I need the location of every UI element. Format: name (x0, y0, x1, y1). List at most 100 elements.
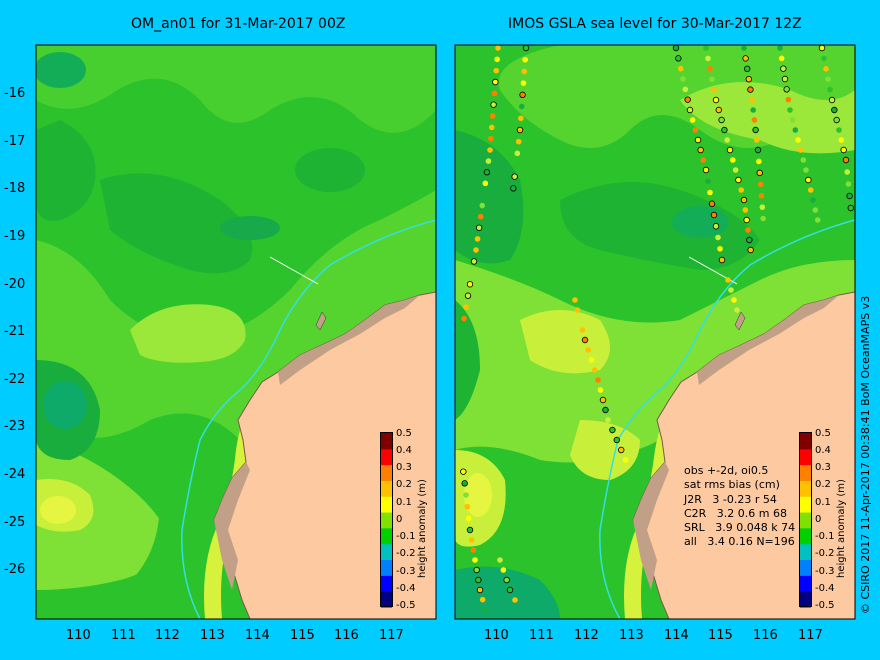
shelf-edge-line (599, 219, 855, 619)
observation-marker (470, 547, 477, 553)
observation-marker (758, 192, 765, 199)
stats-line: all 3.4 0.16 N=196 (684, 535, 795, 549)
observation-marker (700, 157, 707, 163)
anomaly-contour (570, 420, 640, 480)
observation-marker (747, 86, 754, 93)
observation-marker (479, 596, 486, 603)
observation-marker (480, 191, 487, 198)
colorbar-swatch (381, 512, 392, 529)
colorbar-tick-label: -0.2 (396, 548, 416, 559)
right-map-title: IMOS GSLA sea level for 30-Mar-2017 12Z (508, 16, 802, 32)
observation-marker (682, 86, 689, 93)
observation-marker (778, 55, 785, 62)
observation-marker (513, 162, 519, 168)
observation-marker (460, 468, 467, 475)
transect-line (269, 256, 319, 285)
observation-marker (506, 586, 514, 594)
observation-marker (756, 158, 762, 165)
colorbar-tick-label: -0.5 (815, 600, 835, 611)
lat-tick-label: -20 (4, 277, 26, 292)
colorbar-swatch (381, 433, 392, 450)
observation-marker (840, 146, 847, 154)
colorbar-swatch (800, 480, 811, 497)
anomaly-contour (36, 120, 96, 221)
observation-marker (684, 96, 691, 103)
colorbar-tick-label: -0.3 (815, 566, 835, 577)
observation-marker (522, 56, 528, 63)
colorbar-tick-label: -0.5 (396, 600, 416, 611)
observation-marker (789, 117, 796, 123)
observation-marker (807, 187, 814, 193)
observation-marker (823, 66, 829, 72)
observation-marker (750, 107, 756, 113)
observation-marker (476, 586, 484, 594)
lon-tick-label: 115 (708, 628, 733, 643)
observation-marker (461, 315, 467, 322)
observation-marker (707, 66, 713, 72)
observation-marker (757, 181, 764, 188)
observation-marker (833, 116, 840, 124)
observation-marker (715, 106, 722, 114)
observation-marker (520, 80, 527, 86)
observation-marker (672, 45, 680, 52)
observation-marker (493, 67, 500, 74)
colorbar-tick-label: -0.3 (396, 566, 416, 577)
observation-marker (680, 76, 686, 82)
colorbar-swatch (800, 559, 811, 576)
observation-marker (821, 55, 827, 62)
observation-marker (792, 127, 799, 133)
lat-tick-label: -25 (4, 515, 26, 530)
stats-line: J2R 3 -0.23 r 54 (684, 492, 777, 506)
anomaly-contour (40, 496, 76, 524)
observation-marker (795, 137, 801, 143)
observation-marker (828, 96, 836, 104)
observation-marker (597, 387, 604, 393)
anomaly-contour (220, 216, 280, 240)
stats-line: SRL 3.9 0.048 k 74 (684, 521, 796, 535)
colorbar-tick-label: 0.5 (396, 428, 412, 439)
observation-marker (461, 480, 468, 487)
observation-marker (574, 307, 581, 313)
anomaly-contour (36, 52, 86, 88)
observation-marker (702, 166, 710, 174)
lat-tick-label: -24 (4, 467, 26, 482)
observation-marker (512, 597, 518, 603)
observation-marker (847, 204, 854, 212)
observation-marker (759, 204, 766, 210)
observation-marker (473, 247, 479, 253)
observation-marker (572, 297, 578, 303)
observation-marker (838, 137, 845, 143)
observation-marker (842, 156, 850, 164)
observation-marker (844, 169, 850, 175)
observation-marker (745, 75, 752, 83)
colorbar-swatch (800, 433, 811, 450)
observation-marker (516, 126, 524, 134)
satellite-observation-markers (459, 45, 854, 613)
observation-marker (692, 127, 699, 133)
colorbar-swatch (800, 591, 811, 608)
coastline-shelf (633, 462, 669, 590)
observation-marker (741, 45, 747, 51)
observation-marker (479, 202, 486, 209)
left-colorbar-title: height anomaly (m) (417, 479, 428, 578)
observation-marker (464, 503, 471, 510)
observation-marker (602, 406, 609, 414)
anomaly-contour (455, 130, 524, 264)
observation-marker (510, 185, 517, 192)
observation-marker (675, 55, 682, 62)
observation-marker (754, 137, 760, 143)
observation-marker (730, 157, 736, 163)
observation-marker (519, 91, 526, 99)
observation-marker (749, 97, 755, 103)
observation-marker (754, 146, 762, 154)
observation-marker (686, 106, 694, 114)
observation-marker (522, 45, 530, 52)
observation-marker (494, 56, 500, 63)
observation-marker (463, 492, 469, 498)
anomaly-contour (455, 300, 480, 420)
lat-tick-label: -22 (4, 372, 26, 387)
colorbar-tick-label: 0 (815, 514, 822, 525)
observation-marker (731, 297, 737, 303)
